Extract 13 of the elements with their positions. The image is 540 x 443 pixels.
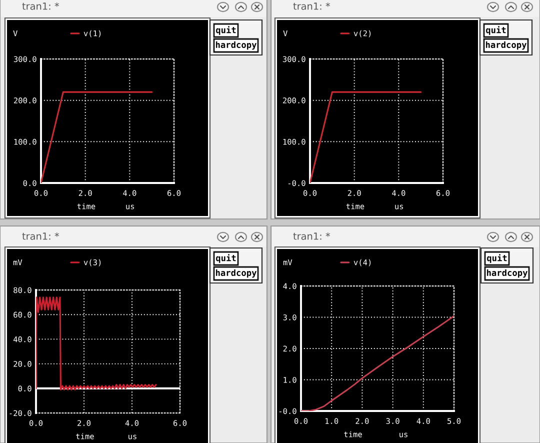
text: quit: [486, 26, 506, 35]
chart-title: tran1: *: [22, 232, 60, 240]
chart-title: tran1: *: [293, 232, 330, 240]
text: quit: [487, 254, 507, 263]
chart-title: tran1: *: [22, 2, 60, 10]
text: hardcopy: [216, 41, 256, 50]
chart-title: tran1: *: [293, 2, 330, 10]
text: hardcopy: [486, 269, 528, 278]
text: quit: [216, 26, 236, 35]
text: hardcopy: [216, 269, 256, 278]
line-series: [36, 296, 157, 390]
text: hardcopy: [486, 41, 526, 50]
text: quit: [216, 254, 236, 263]
